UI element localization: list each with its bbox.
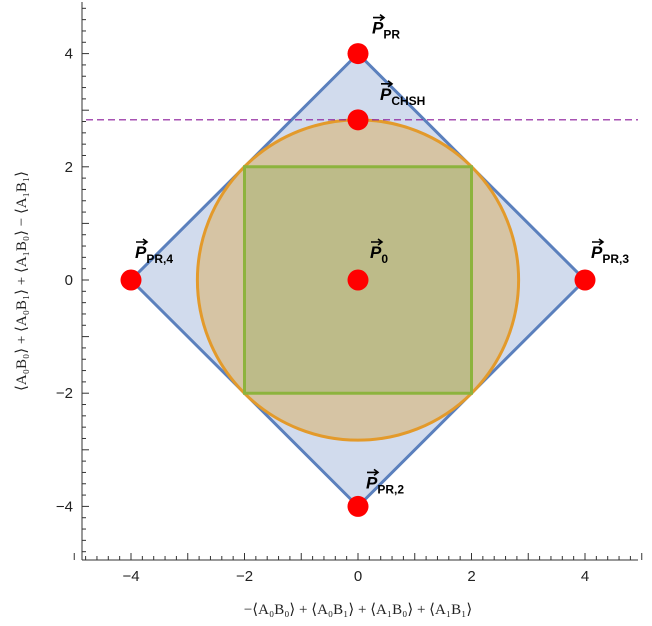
points-layer <box>120 43 596 517</box>
y-ticks: −4 −2 0 2 4 <box>56 7 89 553</box>
vector-arrow-icon <box>367 468 380 477</box>
vector-arrow-icon <box>373 13 386 22</box>
data-point <box>347 269 369 291</box>
x-tick-label: 2 <box>467 568 475 585</box>
axes-layer: −4 −2 0 2 4 −4 −2 0 2 4 <box>56 2 643 585</box>
y-tick-label: −2 <box>56 385 73 402</box>
data-point <box>574 269 596 291</box>
data-point <box>120 269 142 291</box>
x-tick-label: 4 <box>581 568 589 585</box>
x-tick-label: 0 <box>354 568 362 585</box>
point-labels-layer: PPR PCHSH PPR,4 P0 PPR,3 PPR,2 <box>135 13 629 496</box>
y-tick-label: 0 <box>65 272 73 289</box>
data-point <box>347 109 369 131</box>
point-label: PPR <box>372 19 400 42</box>
point-label: P0 <box>370 243 388 266</box>
point-label: PPR,2 <box>366 473 404 496</box>
vector-arrow-icon <box>592 238 605 246</box>
y-axis-title: ⟨A₀B₀⟩ + ⟨A₀B₁⟩ + ⟨A₁B₀⟩ − ⟨A₁B₁⟩ <box>14 171 30 391</box>
vector-arrow-icon <box>381 80 394 88</box>
point-label: PPR,4 <box>135 243 173 266</box>
y-tick-label: −4 <box>56 498 73 515</box>
point-label: PPR,3 <box>591 243 629 266</box>
point-label: PCHSH <box>380 85 425 108</box>
vector-arrow-icon <box>136 238 149 246</box>
vector-arrow-icon <box>371 238 384 246</box>
data-point <box>347 495 369 517</box>
x-tick-label: −4 <box>122 568 139 585</box>
x-axis-title: −⟨A₀B₀⟩ + ⟨A₀B₁⟩ + ⟨A₁B₀⟩ + ⟨A₁B₁⟩ <box>244 602 472 618</box>
data-point <box>347 43 369 65</box>
x-ticks: −4 −2 0 2 4 <box>73 553 643 585</box>
x-tick-label: −2 <box>236 568 253 585</box>
y-tick-label: 4 <box>65 46 73 63</box>
y-tick-label: 2 <box>65 159 73 176</box>
